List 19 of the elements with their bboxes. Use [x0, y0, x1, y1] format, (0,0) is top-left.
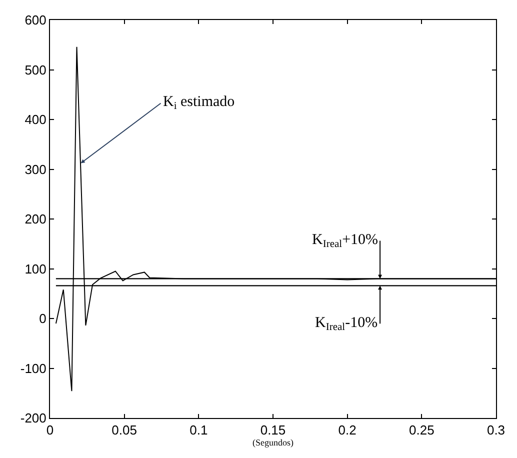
y-tick-label: 100 — [24, 261, 46, 276]
y-tick-label: 400 — [24, 112, 46, 128]
ref-line-label: K$_{Ireal}$+10% — [312, 232, 378, 250]
y-tick-label: 300 — [24, 162, 46, 177]
x-tick-label: 0.25 — [409, 422, 434, 438]
y-tick-label: -200 — [20, 410, 46, 426]
annotation: K$_{i}$ estimado — [163, 94, 235, 112]
x-tick-label: 0.2 — [338, 422, 356, 438]
y-tick-label: 600 — [24, 12, 46, 28]
x-tick-label: 0.3 — [486, 422, 506, 438]
y-tick-label: 0 — [39, 311, 46, 326]
x-tick-label: 0.1 — [190, 422, 208, 438]
x-axis-title: (Segundos) — [252, 438, 294, 448]
ref-line-label: K$_{Ireal}$-10% — [315, 315, 378, 334]
y-tick-label: 500 — [24, 62, 46, 78]
x-tick-label: 0.05 — [112, 422, 137, 438]
y-tick-label: -100 — [20, 360, 46, 376]
x-tick-label: 0.15 — [260, 422, 286, 438]
y-tick-label: 200 — [24, 212, 46, 227]
